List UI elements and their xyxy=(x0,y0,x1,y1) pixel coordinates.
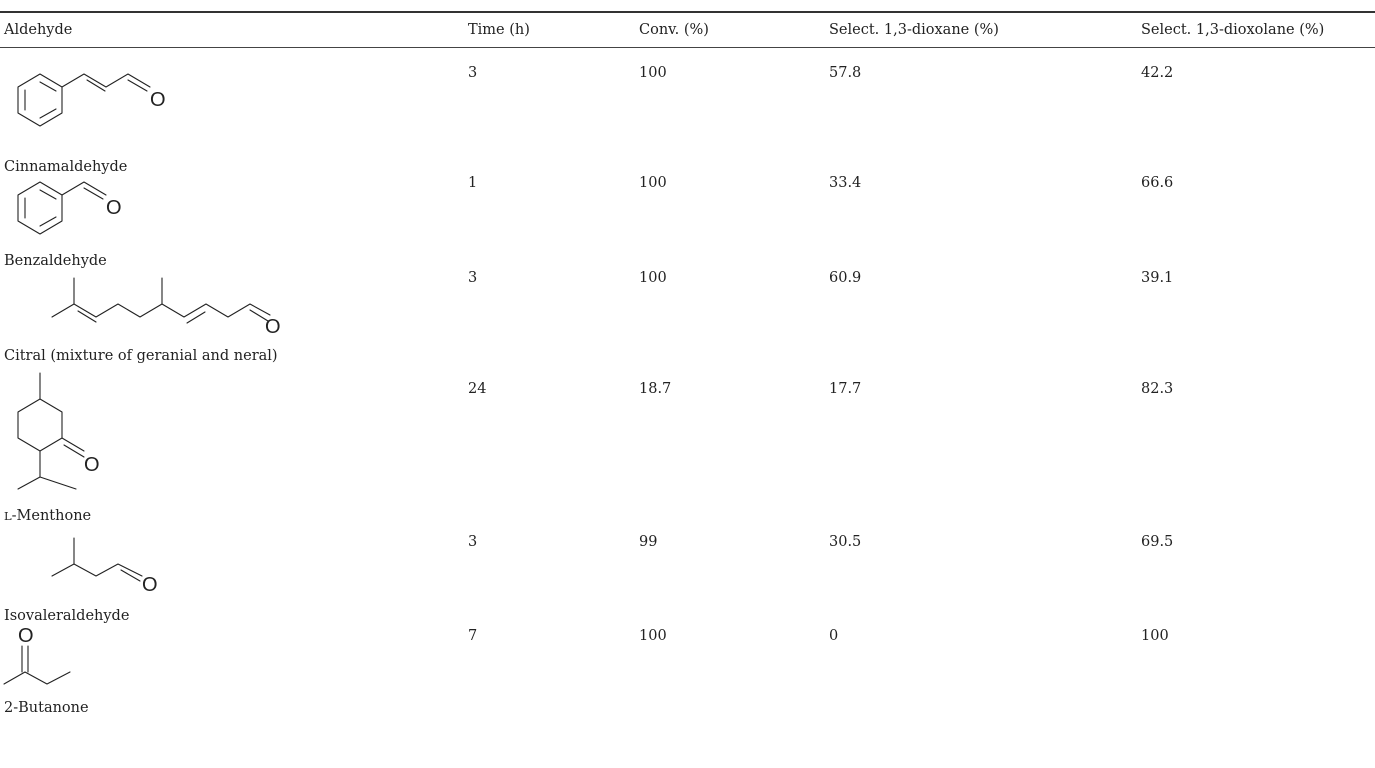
isovaleraldehyde-structure: O xyxy=(0,520,180,610)
oxygen-label: O xyxy=(150,89,166,111)
oxygen-label: O xyxy=(84,454,100,476)
benzaldehyde-structure: O xyxy=(0,170,160,260)
conversion-cell: 100 xyxy=(639,627,667,645)
dioxane-cell: 0 xyxy=(829,627,838,645)
table-header-rule xyxy=(0,47,1375,48)
dioxolane-cell: 66.6 xyxy=(1141,174,1173,192)
dioxolane-cell: 100 xyxy=(1141,627,1169,645)
oxygen-label: O xyxy=(142,574,158,596)
conversion-cell: 18.7 xyxy=(639,380,671,398)
header-aldehyde: Aldehyde xyxy=(4,21,72,39)
header-dioxane-selectivity: Select. 1,3-dioxane (%) xyxy=(829,21,999,39)
header-dioxolane-selectivity: Select. 1,3-dioxolane (%) xyxy=(1141,21,1324,39)
header-time: Time (h) xyxy=(468,21,530,39)
dioxane-cell: 60.9 xyxy=(829,269,861,287)
oxygen-label: O xyxy=(106,197,122,219)
conversion-cell: 100 xyxy=(639,174,667,192)
dioxane-cell: 17.7 xyxy=(829,380,861,398)
time-cell: 3 xyxy=(468,533,477,551)
conversion-cell: 99 xyxy=(639,533,657,551)
oxygen-label: O xyxy=(265,316,281,338)
compound-name: 2-Butanone xyxy=(4,700,89,716)
dioxolane-cell: 42.2 xyxy=(1141,64,1173,82)
dioxane-cell: 33.4 xyxy=(829,174,861,192)
conversion-cell: 100 xyxy=(639,269,667,287)
citral-structure: O xyxy=(0,265,300,345)
oxygen-label: O xyxy=(18,625,34,647)
time-cell: 24 xyxy=(468,380,486,398)
dioxane-cell: 30.5 xyxy=(829,533,861,551)
butanone-structure: O xyxy=(0,620,120,740)
table-top-rule xyxy=(0,11,1375,13)
dioxane-cell: 57.8 xyxy=(829,64,861,82)
dioxolane-cell: 39.1 xyxy=(1141,269,1173,287)
time-cell: 7 xyxy=(468,627,477,645)
conversion-cell: 100 xyxy=(639,64,667,82)
cinnamaldehyde-structure: O xyxy=(0,55,200,160)
time-cell: 3 xyxy=(468,64,477,82)
header-conversion: Conv. (%) xyxy=(639,21,709,39)
time-cell: 1 xyxy=(468,174,477,192)
dioxolane-cell: 69.5 xyxy=(1141,533,1173,551)
dioxolane-cell: 82.3 xyxy=(1141,380,1173,398)
compound-name: Citral (mixture of geranial and neral) xyxy=(4,348,278,364)
time-cell: 3 xyxy=(468,269,477,287)
